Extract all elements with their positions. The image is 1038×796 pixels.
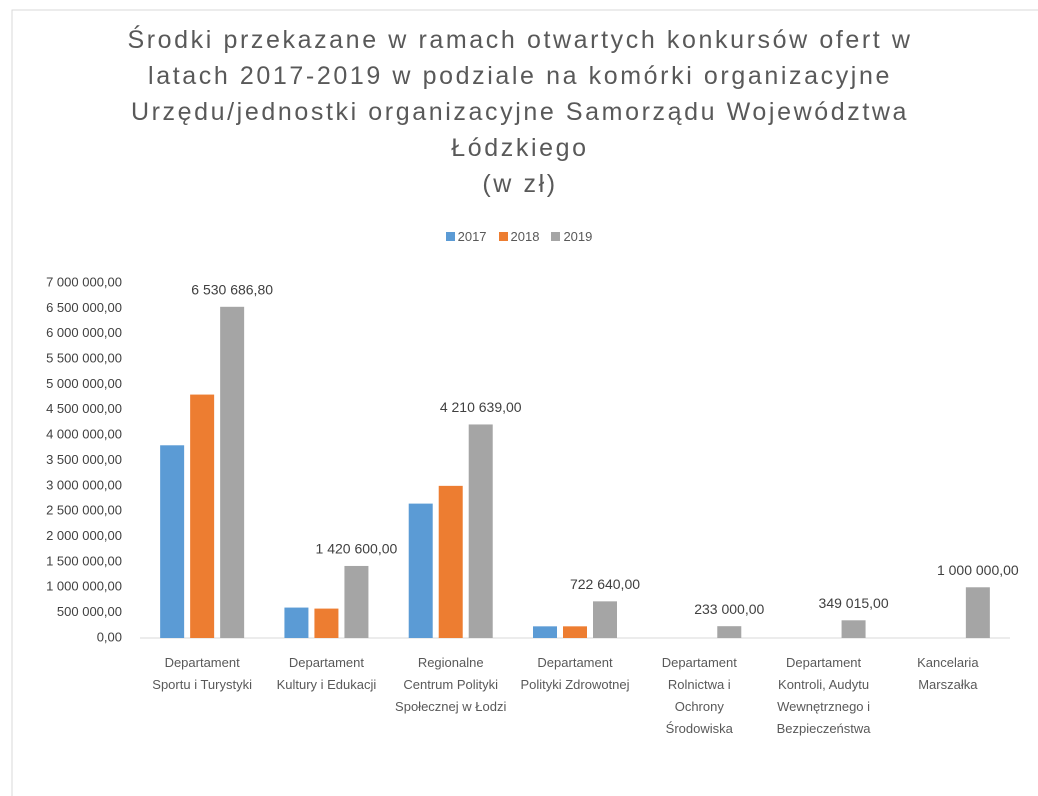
legend-label: 2017 bbox=[457, 229, 487, 244]
bar bbox=[965, 587, 990, 638]
bar bbox=[468, 424, 493, 638]
bar bbox=[593, 601, 617, 638]
data-label: 1 420 600,00 bbox=[316, 541, 398, 557]
bar bbox=[284, 607, 309, 638]
data-label: 233 000,00 bbox=[694, 601, 764, 617]
chart-title: Środki przekazane w ramach otwartych kon… bbox=[127, 26, 913, 162]
bar bbox=[160, 445, 185, 638]
bar bbox=[314, 608, 339, 638]
legend-item: 2017 bbox=[445, 229, 487, 244]
y-tick-label: 1 000 000,00 bbox=[46, 579, 122, 594]
y-tick-label: 5 000 000,00 bbox=[46, 376, 122, 391]
chart-subtitle: (w zł) bbox=[482, 170, 558, 198]
legend-item: 2019 bbox=[551, 229, 592, 244]
y-tick-label: 5 500 000,00 bbox=[46, 351, 122, 366]
bar bbox=[344, 565, 369, 638]
y-tick-label: 4 500 000,00 bbox=[46, 401, 122, 416]
y-tick-label: 3 500 000,00 bbox=[46, 452, 122, 467]
legend: 2017 2018 2019 bbox=[0, 229, 1038, 244]
bar bbox=[563, 626, 587, 638]
legend-item: 2018 bbox=[498, 229, 540, 244]
bar bbox=[438, 485, 463, 638]
bar bbox=[717, 626, 742, 638]
data-label: 349 015,00 bbox=[819, 595, 889, 611]
x-tick-label: Departament Sportu i Turystyki bbox=[152, 655, 252, 692]
data-label: 722 640,00 bbox=[570, 576, 640, 592]
x-tick-label: Departament Rolnictwa i Ochrony Środowis… bbox=[661, 655, 737, 736]
y-tick-label: 1 500 000,00 bbox=[46, 553, 122, 568]
x-tick-label: Kancelaria Marszałka bbox=[917, 655, 979, 692]
x-tick-label: Departament Kultury i Edukacji bbox=[276, 655, 377, 692]
y-tick-label: 2 000 000,00 bbox=[46, 528, 122, 543]
data-label: 1 000 000,00 bbox=[937, 562, 1019, 578]
data-label: 6 530 686,80 bbox=[191, 282, 273, 298]
x-tick-label: Departament Polityki Zdrowotnej bbox=[520, 655, 630, 692]
bar bbox=[841, 620, 866, 638]
bar bbox=[220, 306, 245, 638]
y-tick-label: 3 000 000,00 bbox=[46, 477, 122, 492]
y-tick-label: 6 000 000,00 bbox=[46, 325, 122, 340]
legend-swatch bbox=[551, 232, 561, 241]
bar bbox=[408, 503, 433, 638]
legend-label: 2019 bbox=[563, 229, 593, 244]
legend-swatch bbox=[498, 232, 508, 241]
bar bbox=[533, 626, 557, 638]
x-tick-label: Departament Kontroli, Audytu Wewnętrzneg… bbox=[776, 655, 871, 736]
y-tick-label: 7 000 000,00 bbox=[46, 274, 122, 289]
bar bbox=[190, 394, 215, 638]
data-label: 4 210 639,00 bbox=[440, 399, 522, 415]
y-tick-label: 4 000 000,00 bbox=[46, 427, 122, 442]
x-tick-label: Regionalne Centrum Polityki Społecznej w… bbox=[395, 655, 507, 714]
y-tick-label: 6 500 000,00 bbox=[46, 300, 122, 315]
legend-swatch bbox=[445, 232, 455, 241]
legend-label: 2018 bbox=[510, 229, 540, 244]
y-tick-label: 2 500 000,00 bbox=[46, 503, 122, 518]
y-tick-label: 0,00 bbox=[97, 629, 122, 644]
chart-frame bbox=[11, 9, 1038, 796]
y-tick-label: 500 000,00 bbox=[57, 604, 122, 619]
